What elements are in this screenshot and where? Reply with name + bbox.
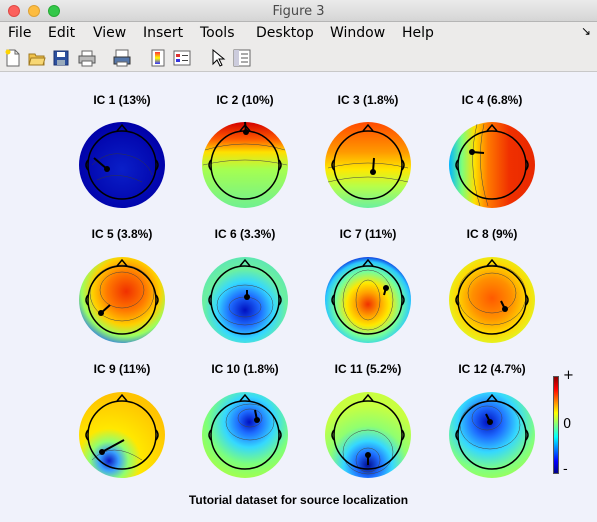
save-icon[interactable] — [52, 49, 70, 67]
menu-view[interactable]: View — [93, 25, 127, 41]
menu-window[interactable]: Window — [330, 25, 386, 41]
topoplot-ic8[interactable] — [442, 245, 542, 345]
menu-help[interactable]: Help — [402, 25, 434, 41]
topoplot-ic5[interactable] — [72, 245, 172, 345]
component-title: IC 8 (9%) — [466, 227, 518, 241]
print-preview-icon[interactable] — [113, 49, 131, 67]
open-file-icon[interactable] — [28, 49, 46, 67]
window-titlebar: Figure 3 — [0, 0, 597, 22]
zoom-window-button[interactable] — [48, 5, 60, 17]
menu-bar: File Edit View Insert Tools Desktop Wind… — [0, 22, 597, 44]
colorbar-icon[interactable] — [149, 49, 167, 67]
topoplot-ic3[interactable] — [318, 110, 418, 210]
legend-icon[interactable] — [173, 49, 191, 67]
component-title: IC 12 (4.7%) — [458, 362, 526, 376]
topoplot-ic9[interactable] — [72, 380, 172, 480]
topoplot-ic11[interactable] — [318, 380, 418, 480]
minimize-window-button[interactable] — [28, 5, 40, 17]
property-editor-icon[interactable] — [233, 49, 251, 67]
menu-edit[interactable]: Edit — [48, 25, 76, 41]
component-title: IC 6 (3.3%) — [214, 227, 276, 241]
menu-insert[interactable]: Insert — [143, 25, 184, 41]
colorbar-mid-label: 0 — [563, 417, 572, 432]
figure-suptitle: Tutorial dataset for source localization — [188, 493, 409, 507]
component-title: IC 9 (11%) — [93, 362, 151, 376]
print-icon[interactable] — [78, 49, 96, 67]
colorbar-min-label: - — [563, 462, 568, 477]
topoplot-ic7[interactable] — [318, 245, 418, 345]
topoplot-ic2[interactable] — [195, 110, 295, 210]
menu-tools[interactable]: Tools — [200, 25, 235, 41]
topoplot-ic12[interactable] — [442, 380, 542, 480]
component-title: IC 4 (6.8%) — [461, 93, 523, 107]
topoplot-ic10[interactable] — [195, 380, 295, 480]
pointer-icon[interactable] — [209, 49, 227, 67]
new-figure-icon[interactable] — [4, 49, 22, 67]
component-title: IC 5 (3.8%) — [91, 227, 153, 241]
component-title: IC 3 (1.8%) — [337, 93, 399, 107]
dock-arrow-icon[interactable]: ↘ — [580, 24, 591, 38]
topoplot-ic6[interactable] — [195, 245, 295, 345]
component-title: IC 1 (13%) — [93, 93, 151, 107]
component-title: IC 7 (11%) — [339, 227, 397, 241]
window-title: Figure 3 — [272, 4, 325, 19]
menu-desktop[interactable]: Desktop — [256, 25, 314, 41]
topoplot-ic1[interactable] — [72, 110, 172, 210]
component-title: IC 10 (1.8%) — [211, 362, 279, 376]
colorbar — [553, 376, 559, 474]
component-title: IC 2 (10%) — [216, 93, 274, 107]
component-title: IC 11 (5.2%) — [334, 362, 402, 376]
topoplot-ic4[interactable] — [442, 110, 542, 210]
close-window-button[interactable] — [8, 5, 20, 17]
menu-file[interactable]: File — [8, 25, 32, 41]
colorbar-max-label: + — [563, 368, 574, 383]
figure-toolbar — [0, 44, 597, 72]
